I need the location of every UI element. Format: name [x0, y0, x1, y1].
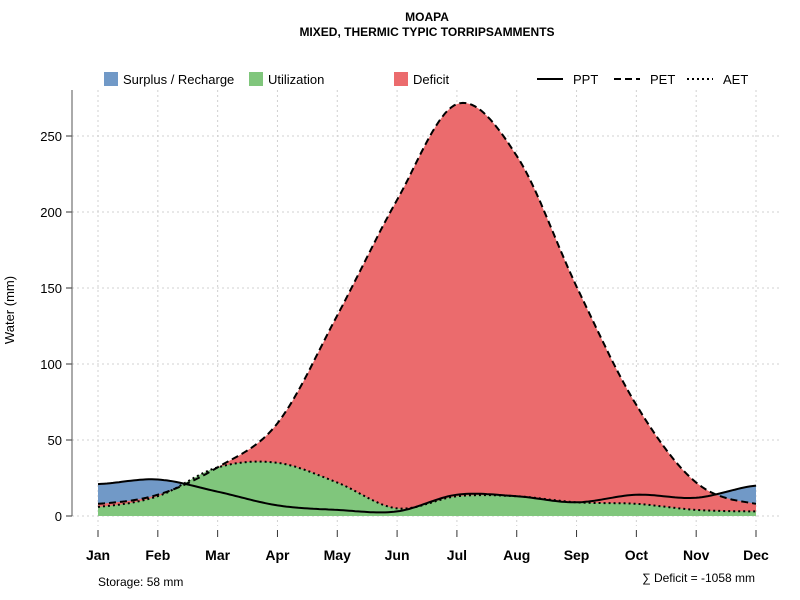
x-tick-label-oct: Oct — [625, 547, 649, 563]
legend-label-area: Surplus / Recharge — [123, 72, 234, 87]
areas — [98, 102, 756, 517]
line-ppt — [97, 478, 757, 514]
x-tick-label-dec: Dec — [743, 547, 769, 563]
y-tick-label: 0 — [55, 509, 62, 524]
x-tick-label-jan: Jan — [86, 547, 110, 563]
x-tick-label-jul: Jul — [447, 547, 467, 563]
x-tick-label-aug: Aug — [503, 547, 530, 563]
y-tick-label: 250 — [40, 129, 62, 144]
y-tick-label: 100 — [40, 357, 62, 372]
line-aet — [97, 460, 756, 513]
deficit-annotation: ∑ Deficit = -1058 mm — [642, 571, 755, 585]
storage-annotation: Storage: 58 mm — [98, 575, 183, 589]
x-tick-label-may: May — [324, 547, 351, 563]
legend-label-area: Deficit — [413, 72, 450, 87]
chart-subtitle: MIXED, THERMIC TYPIC TORRIPSAMMENTS — [299, 25, 554, 39]
legend-swatch-0 — [104, 72, 118, 86]
x-tick-label-nov: Nov — [683, 547, 710, 563]
line-pet — [97, 101, 757, 505]
y-axis-label: Water (mm) — [2, 276, 17, 344]
x-tick-label-sep: Sep — [564, 547, 590, 563]
legend-label-line: AET — [723, 72, 748, 87]
legend-label-line: PET — [650, 72, 675, 87]
legend-swatch-2 — [394, 72, 408, 86]
x-tick-label-apr: Apr — [265, 547, 290, 563]
y-tick-label: 200 — [40, 205, 62, 220]
chart-title: MOAPA — [405, 10, 449, 24]
x-tick-label-mar: Mar — [205, 547, 230, 563]
y-tick-label: 150 — [40, 281, 62, 296]
axes: 0 50 100 150 200 250 Jan Feb Mar Apr May Jun Jul Aug S… — [40, 90, 769, 563]
legend-label-line: PPT — [573, 72, 598, 87]
legend: Surplus / Recharge Utilization Deficit PPT P… — [104, 72, 748, 87]
deficit-area — [98, 102, 756, 517]
y-tick-label: 50 — [48, 433, 62, 448]
series-lines — [97, 101, 757, 514]
x-tick-label-jun: Jun — [385, 547, 410, 563]
legend-swatch-1 — [249, 72, 263, 86]
x-tick-label-feb: Feb — [145, 547, 170, 563]
legend-label-area: Utilization — [268, 72, 324, 87]
